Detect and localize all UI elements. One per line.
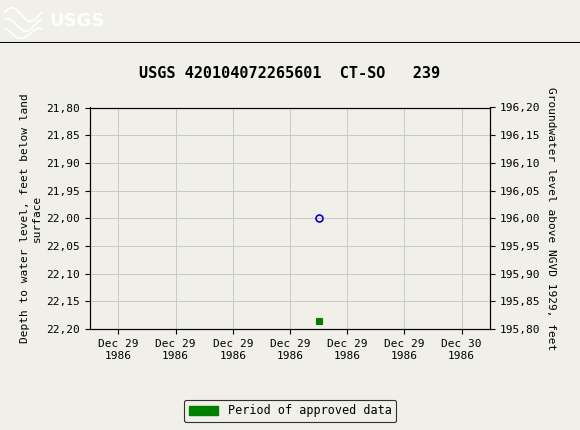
Y-axis label: Groundwater level above NGVD 1929, feet: Groundwater level above NGVD 1929, feet (546, 86, 556, 350)
Y-axis label: Depth to water level, feet below land
surface: Depth to water level, feet below land su… (20, 93, 42, 343)
Text: USGS 420104072265601  CT-SO   239: USGS 420104072265601 CT-SO 239 (139, 66, 441, 80)
Legend: Period of approved data: Period of approved data (184, 399, 396, 422)
Text: USGS: USGS (49, 12, 104, 31)
